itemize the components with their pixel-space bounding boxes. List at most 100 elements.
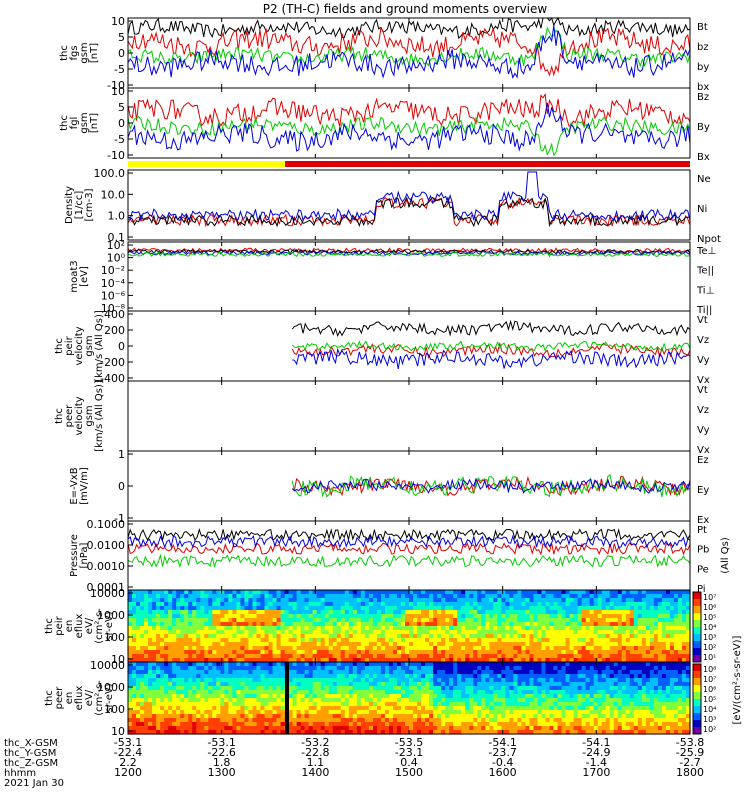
y-axis-label: [1/cc]: [74, 191, 85, 220]
x-tick-value: -53.5: [395, 736, 423, 749]
y-axis-label: [km/s (All Qs)]: [94, 310, 105, 382]
x-tick-value: -53.1: [207, 736, 235, 749]
y-axis-label: velocity: [74, 396, 85, 435]
series-Pt: [127, 528, 691, 542]
legend-Vt: Vt: [697, 315, 708, 326]
legend-Ti||: Ti||: [696, 305, 712, 316]
legend-Ni: Ni: [697, 204, 707, 215]
y-tick-label: 10⁻²: [101, 264, 125, 277]
x-tick-value: 1600: [489, 766, 517, 779]
y-axis-label: velocity: [74, 326, 85, 365]
panel-frame: [127, 169, 691, 241]
legend-Vz: Vz: [697, 335, 709, 346]
y-tick-label: 10: [111, 15, 125, 28]
panel-8: 0.1000 0.0100 0.0010 0.0001 Pressure [nPa] Pt P…: [69, 518, 731, 595]
y-tick-label: 10: [111, 725, 125, 738]
y-tick-label: 100.0: [94, 167, 126, 180]
x-tick-value: -22.6: [207, 746, 235, 759]
date-label: 2021 Jan 30: [4, 778, 64, 789]
series-Vx: [292, 347, 691, 369]
x-tick-value: -53.1: [114, 736, 142, 749]
series-Vt: [291, 319, 691, 337]
y-axis-label: eV/: [84, 617, 95, 634]
colorbar-frame: [692, 663, 702, 735]
y-axis-label: peir: [54, 615, 65, 635]
x-row-label: thc_Y-GSM: [4, 748, 56, 759]
y-axis-label: fgl: [69, 117, 80, 130]
y-tick-label: 100: [104, 631, 125, 644]
legend-by: by: [697, 62, 709, 73]
x-tick-value: 1300: [208, 766, 236, 779]
x-tick-value: -23.7: [488, 746, 516, 759]
colorbar-tick: 10¹: [703, 653, 716, 662]
legend-Bt: Bt: [697, 22, 708, 33]
y-tick-label: 0: [118, 47, 125, 60]
x-tick-value: 1.8: [213, 756, 231, 769]
legend-bz: bz: [697, 42, 709, 53]
legend-Bx: Bx: [697, 152, 710, 163]
y-tick-label: 0.1: [108, 231, 126, 244]
y-axis-label: [eV]: [79, 266, 90, 287]
legend-Ti⊥: Ti⊥: [696, 285, 714, 296]
y-axis-label: thc: [59, 115, 70, 131]
legend-Bz: Bz: [697, 92, 709, 103]
colorbar-tick: 10⁴: [703, 623, 716, 632]
colorbar-tick: 10²: [703, 725, 716, 734]
plot-title: P2 (TH-C) fields and ground moments over…: [263, 2, 548, 16]
y-axis-label: thc: [59, 45, 70, 61]
panel-9: 10000 1000 100 10 thc peir en eflux eV/(cm²-s-sr…: [44, 587, 691, 666]
y-tick-label: 1.0: [108, 210, 126, 223]
x-tick-value: 1500: [395, 766, 423, 779]
y-axis-label: sr-eV): [104, 611, 115, 640]
y-tick-label: 10²: [107, 239, 125, 252]
panel-10: 10000 1000 100 10 thc peer en eflux eV/(cm²-s-sr…: [44, 659, 691, 738]
y-axis-label: gsm: [84, 335, 95, 356]
y-tick-label: 10⁰: [107, 252, 126, 265]
x-tick-value: -53.8: [676, 736, 704, 749]
y-tick-label: 10000: [90, 659, 125, 672]
y-tick-label: -10: [107, 149, 125, 162]
y-axis-label: thc: [54, 338, 65, 354]
series-Te⊥: [127, 247, 691, 254]
y-tick-label: -400: [100, 372, 125, 385]
series-Ey: [291, 473, 691, 498]
legend-Ez: Ez: [697, 455, 709, 466]
series-Pi: [127, 534, 691, 549]
legend-Vz: Vz: [697, 405, 709, 416]
series-bz: [127, 27, 691, 77]
y-tick-label: 10⁻⁴: [101, 277, 126, 290]
colorbar-tick: 10⁶: [703, 685, 716, 694]
mode-bar-slow: [128, 161, 285, 167]
colorbar-tick: 10⁴: [703, 705, 716, 714]
x-row-label: thc_X-GSM: [4, 738, 58, 749]
legend-Ne: Ne: [697, 174, 711, 185]
y-tick-label: 100: [104, 703, 125, 716]
y-tick-label: 0.0100: [87, 539, 126, 552]
x-axis-table: thc_X-GSM -53.1 -53.1 -53.2 -53.5 -54.1 -54.1-…: [4, 736, 704, 789]
x-tick-value: -22.8: [301, 746, 329, 759]
series-Vz: [291, 341, 691, 359]
y-axis-label: (cm²-s-: [94, 680, 105, 716]
panel-3: 100.0 10.0 1.0 0.1 Density [1/cc] [cm-3] Ne Ni Np…: [64, 167, 721, 245]
y-axis-label: peir: [64, 335, 75, 355]
y-axis-label: peer: [64, 404, 75, 428]
legend-Ey: Ey: [697, 485, 709, 496]
series-bx: [127, 25, 691, 79]
y-axis-label: thc: [54, 408, 65, 424]
y-tick-label: 5: [118, 101, 125, 114]
y-tick-label: 200: [104, 324, 125, 337]
panel-6: thc peer velocity gsm [km/s (All Qs)] Vt Vz Vy V…: [54, 380, 710, 456]
y-axis-label: fgs: [69, 45, 80, 60]
series-Ti||: [127, 251, 691, 258]
colorbar-tick: 10³: [703, 633, 716, 642]
legend-Vy: Vy: [697, 425, 710, 436]
colorbar-tick: 10⁷: [703, 675, 716, 684]
y-tick-label: 10⁻⁸: [101, 302, 126, 315]
y-axis-label: E=-VxB: [69, 467, 80, 504]
x-tick-value: -53.2: [301, 736, 329, 749]
series-Pe: [127, 553, 691, 569]
y-axis-label: eflux: [74, 614, 85, 639]
y-axis-label: thc: [44, 618, 55, 634]
y-axis-label: sr-eV): [104, 683, 115, 712]
